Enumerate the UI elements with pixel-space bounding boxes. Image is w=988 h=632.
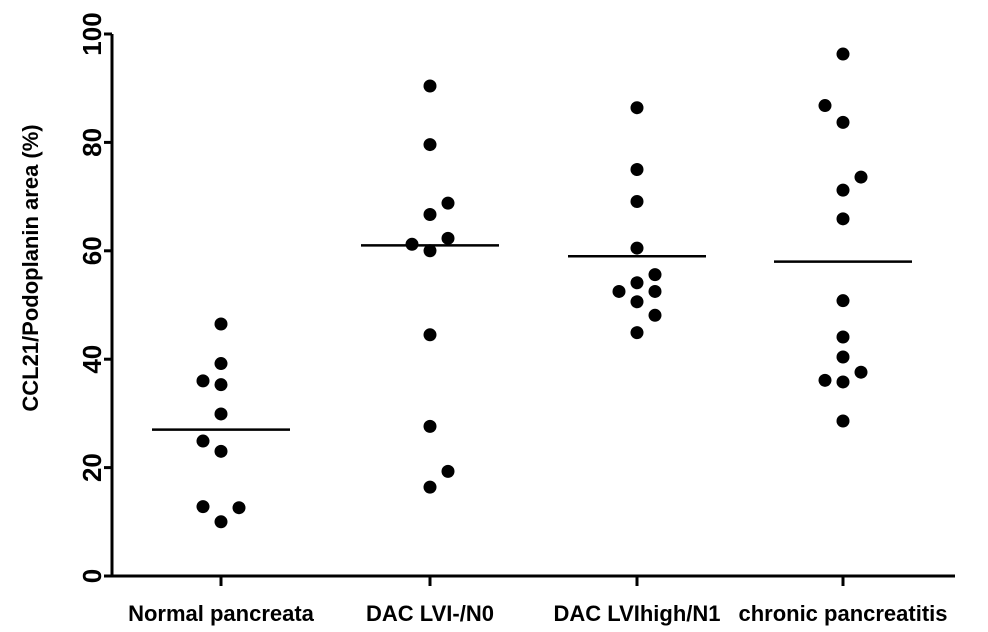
data-point	[232, 501, 246, 515]
data-point	[836, 414, 850, 428]
data-point	[630, 326, 644, 340]
data-point	[630, 101, 644, 115]
data-point	[836, 47, 850, 61]
data-point	[423, 244, 437, 258]
data-point	[630, 163, 644, 176]
data-point	[423, 480, 437, 494]
data-point	[196, 500, 210, 514]
y-axis-title: CCL21/Podoplanin area (%)	[18, 124, 43, 411]
data-points	[196, 47, 868, 529]
data-point	[441, 464, 455, 478]
data-point	[612, 284, 626, 298]
y-tick-label: 0	[77, 569, 107, 583]
data-point	[836, 183, 850, 197]
data-point	[423, 138, 437, 152]
data-point	[630, 276, 644, 290]
data-point	[196, 374, 210, 388]
x-category-label: Normal pancreata	[128, 601, 315, 626]
data-point	[214, 515, 228, 529]
data-point	[214, 378, 228, 392]
data-point	[214, 317, 228, 331]
data-point	[648, 284, 662, 298]
data-point	[836, 294, 850, 308]
data-point	[214, 407, 228, 421]
y-tick-label: 80	[77, 128, 107, 157]
data-point	[630, 241, 644, 255]
data-point	[441, 196, 455, 210]
data-point	[836, 330, 850, 344]
data-point	[423, 328, 437, 342]
data-point	[648, 268, 662, 282]
data-point	[196, 434, 210, 448]
data-point	[836, 350, 850, 364]
data-point	[648, 308, 662, 322]
data-point	[630, 295, 644, 309]
data-point	[818, 373, 832, 387]
x-category-label: chronic pancreatitis	[738, 601, 947, 626]
y-tick-label: 40	[77, 345, 107, 374]
data-point	[423, 419, 437, 433]
x-category-label: DAC LVIhigh/N1	[553, 601, 720, 626]
data-point	[214, 357, 228, 371]
data-point	[405, 237, 419, 251]
x-axis-ticks: Normal pancreata DAC LVI-/N0 DAC LVIhigh/N…	[128, 576, 948, 626]
y-tick-label: 20	[77, 453, 107, 482]
data-point	[214, 444, 228, 458]
data-point	[423, 207, 437, 221]
data-point	[441, 231, 455, 245]
data-point	[818, 99, 832, 113]
data-point	[854, 365, 868, 379]
data-point	[854, 170, 868, 184]
data-point	[836, 115, 850, 129]
y-tick-label: 60	[77, 236, 107, 265]
data-point	[836, 375, 850, 389]
median-lines	[152, 244, 912, 431]
data-point	[630, 194, 644, 208]
data-point	[836, 212, 850, 226]
x-category-label: DAC LVI-/N0	[366, 601, 494, 626]
data-point	[423, 79, 437, 93]
y-axis-ticks: 0 20 40 60 80 100	[77, 12, 112, 583]
y-tick-label: 100	[77, 12, 107, 55]
